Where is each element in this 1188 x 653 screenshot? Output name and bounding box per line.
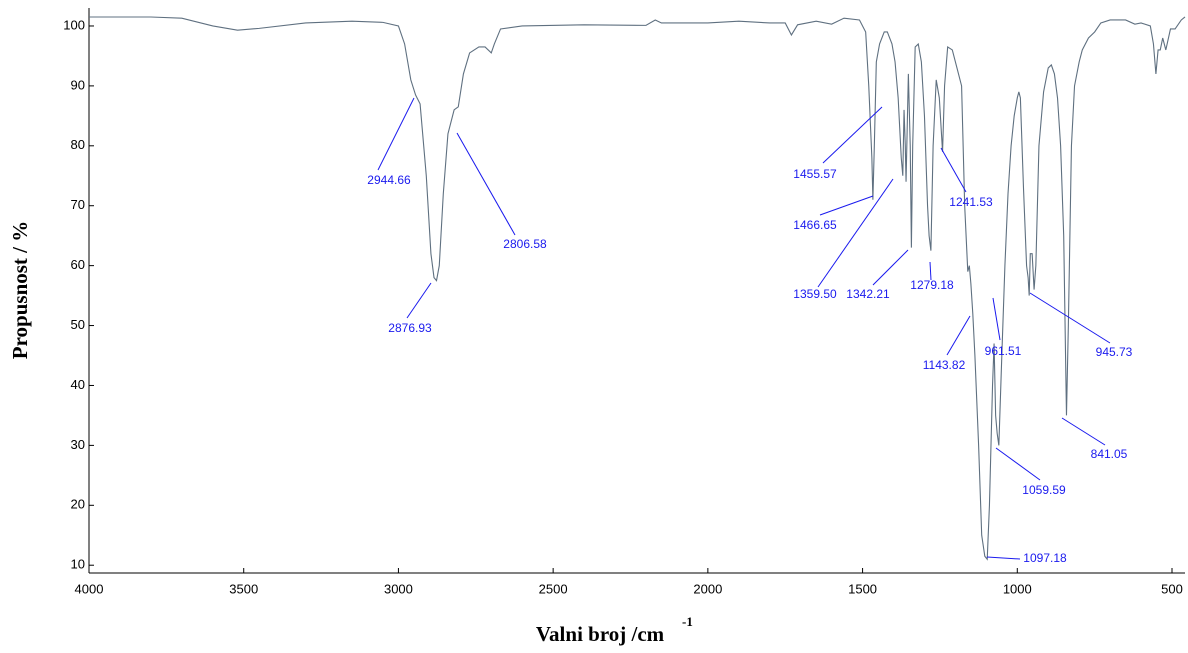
annotation-label: 961.51: [985, 344, 1022, 358]
annotation-label: 945.73: [1096, 345, 1133, 359]
annotation-label: 1466.65: [793, 218, 837, 232]
x-tick-label: 2000: [693, 581, 722, 596]
y-tick-label: 80: [71, 137, 85, 152]
annotation-label: 1143.82: [923, 358, 966, 372]
y-tick-label: 20: [71, 497, 85, 512]
annotation-label: 1097.18: [1023, 551, 1067, 565]
y-tick-label: 90: [71, 77, 85, 92]
annotation-leader: [940, 147, 967, 193]
annotation-label: 1241.53: [949, 195, 993, 209]
annotation-label: 1359.50: [793, 287, 837, 301]
x-tick-label: 1000: [1003, 581, 1032, 596]
x-tick-label: 4000: [75, 581, 104, 596]
annotation-label: 2944.66: [367, 173, 411, 187]
annotation-label: 1455.57: [793, 167, 837, 181]
annotation-leader: [819, 195, 874, 216]
x-tick-label: 2500: [539, 581, 568, 596]
annotation-leader: [377, 97, 415, 171]
y-tick-label: 40: [71, 377, 85, 392]
x-tick-label: 3000: [384, 581, 413, 596]
annotation-leader: [929, 261, 932, 281]
y-axis-title: Propusnost / %: [8, 221, 32, 359]
annotation-label: 841.05: [1091, 447, 1128, 461]
y-tick-label: 30: [71, 437, 85, 452]
x-axis-title: Valni broj /cm: [536, 622, 665, 646]
annotation-label: 1279.18: [910, 278, 954, 292]
annotation-leader: [995, 447, 1041, 481]
annotation-leader: [1061, 417, 1106, 446]
annotation-leader: [817, 178, 894, 288]
x-axis-title-sup: -1: [682, 614, 693, 629]
annotation-leader: [992, 297, 1001, 341]
annotation-leader: [872, 249, 909, 286]
annotation-label: 1059.59: [1022, 483, 1066, 497]
annotation-label: 1342.21: [846, 287, 890, 301]
spectrum-line: [89, 16, 1186, 561]
annotation-leader: [456, 132, 516, 236]
x-tick-label: 1500: [848, 581, 877, 596]
y-tick-label: 10: [71, 557, 85, 572]
y-tick-label: 50: [71, 317, 85, 332]
annotation-leader: [822, 106, 883, 164]
annotation-label: 2806.58: [503, 237, 547, 251]
annotation-leader: [406, 282, 432, 319]
y-tick-label: 70: [71, 197, 85, 212]
annotation-leader: [1029, 292, 1111, 344]
annotation-leader: [986, 556, 1021, 560]
annotation-leader: [946, 315, 971, 356]
annotation-label: 2876.93: [388, 321, 432, 335]
y-tick-label: 100: [63, 17, 85, 32]
x-tick-label: 500: [1161, 581, 1183, 596]
y-tick-label: 60: [71, 257, 85, 272]
x-tick-label: 3500: [229, 581, 258, 596]
